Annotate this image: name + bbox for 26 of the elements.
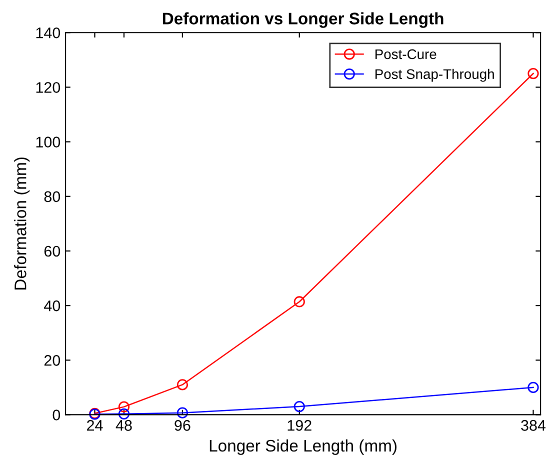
y-tick-label: 60 [44,246,60,257]
y-tick-label: 120 [36,82,60,93]
point [118,408,130,420]
point [528,382,539,393]
point [176,379,188,390]
y-tick-label: 20 [44,355,60,366]
y-tick-label: 0 [52,410,60,420]
point [294,296,305,308]
point [294,400,305,412]
point [176,407,188,418]
legend-label: Post-Cure [375,49,436,60]
y-tick-label: 100 [36,136,60,148]
y-tick-label: 40 [44,300,60,312]
x-tick-label: 192 [288,420,312,431]
legend-label: Post Snap-Through [375,68,494,82]
x-tick-label: 24 [87,420,103,431]
x-axis-title: Longer Side Length (mm) [210,439,396,455]
point [118,401,130,412]
x-tick-label: 96 [174,420,190,431]
chart-title: Deformation vs Longer Side Length [162,12,444,28]
x-tick-label: 384 [521,420,546,431]
y-tick-label: 140 [36,27,60,38]
y-tick-label: 80 [44,191,60,202]
point [528,68,539,80]
x-tick-label: 48 [116,420,132,431]
y-axis-title: Deformation (mm) [14,158,30,290]
